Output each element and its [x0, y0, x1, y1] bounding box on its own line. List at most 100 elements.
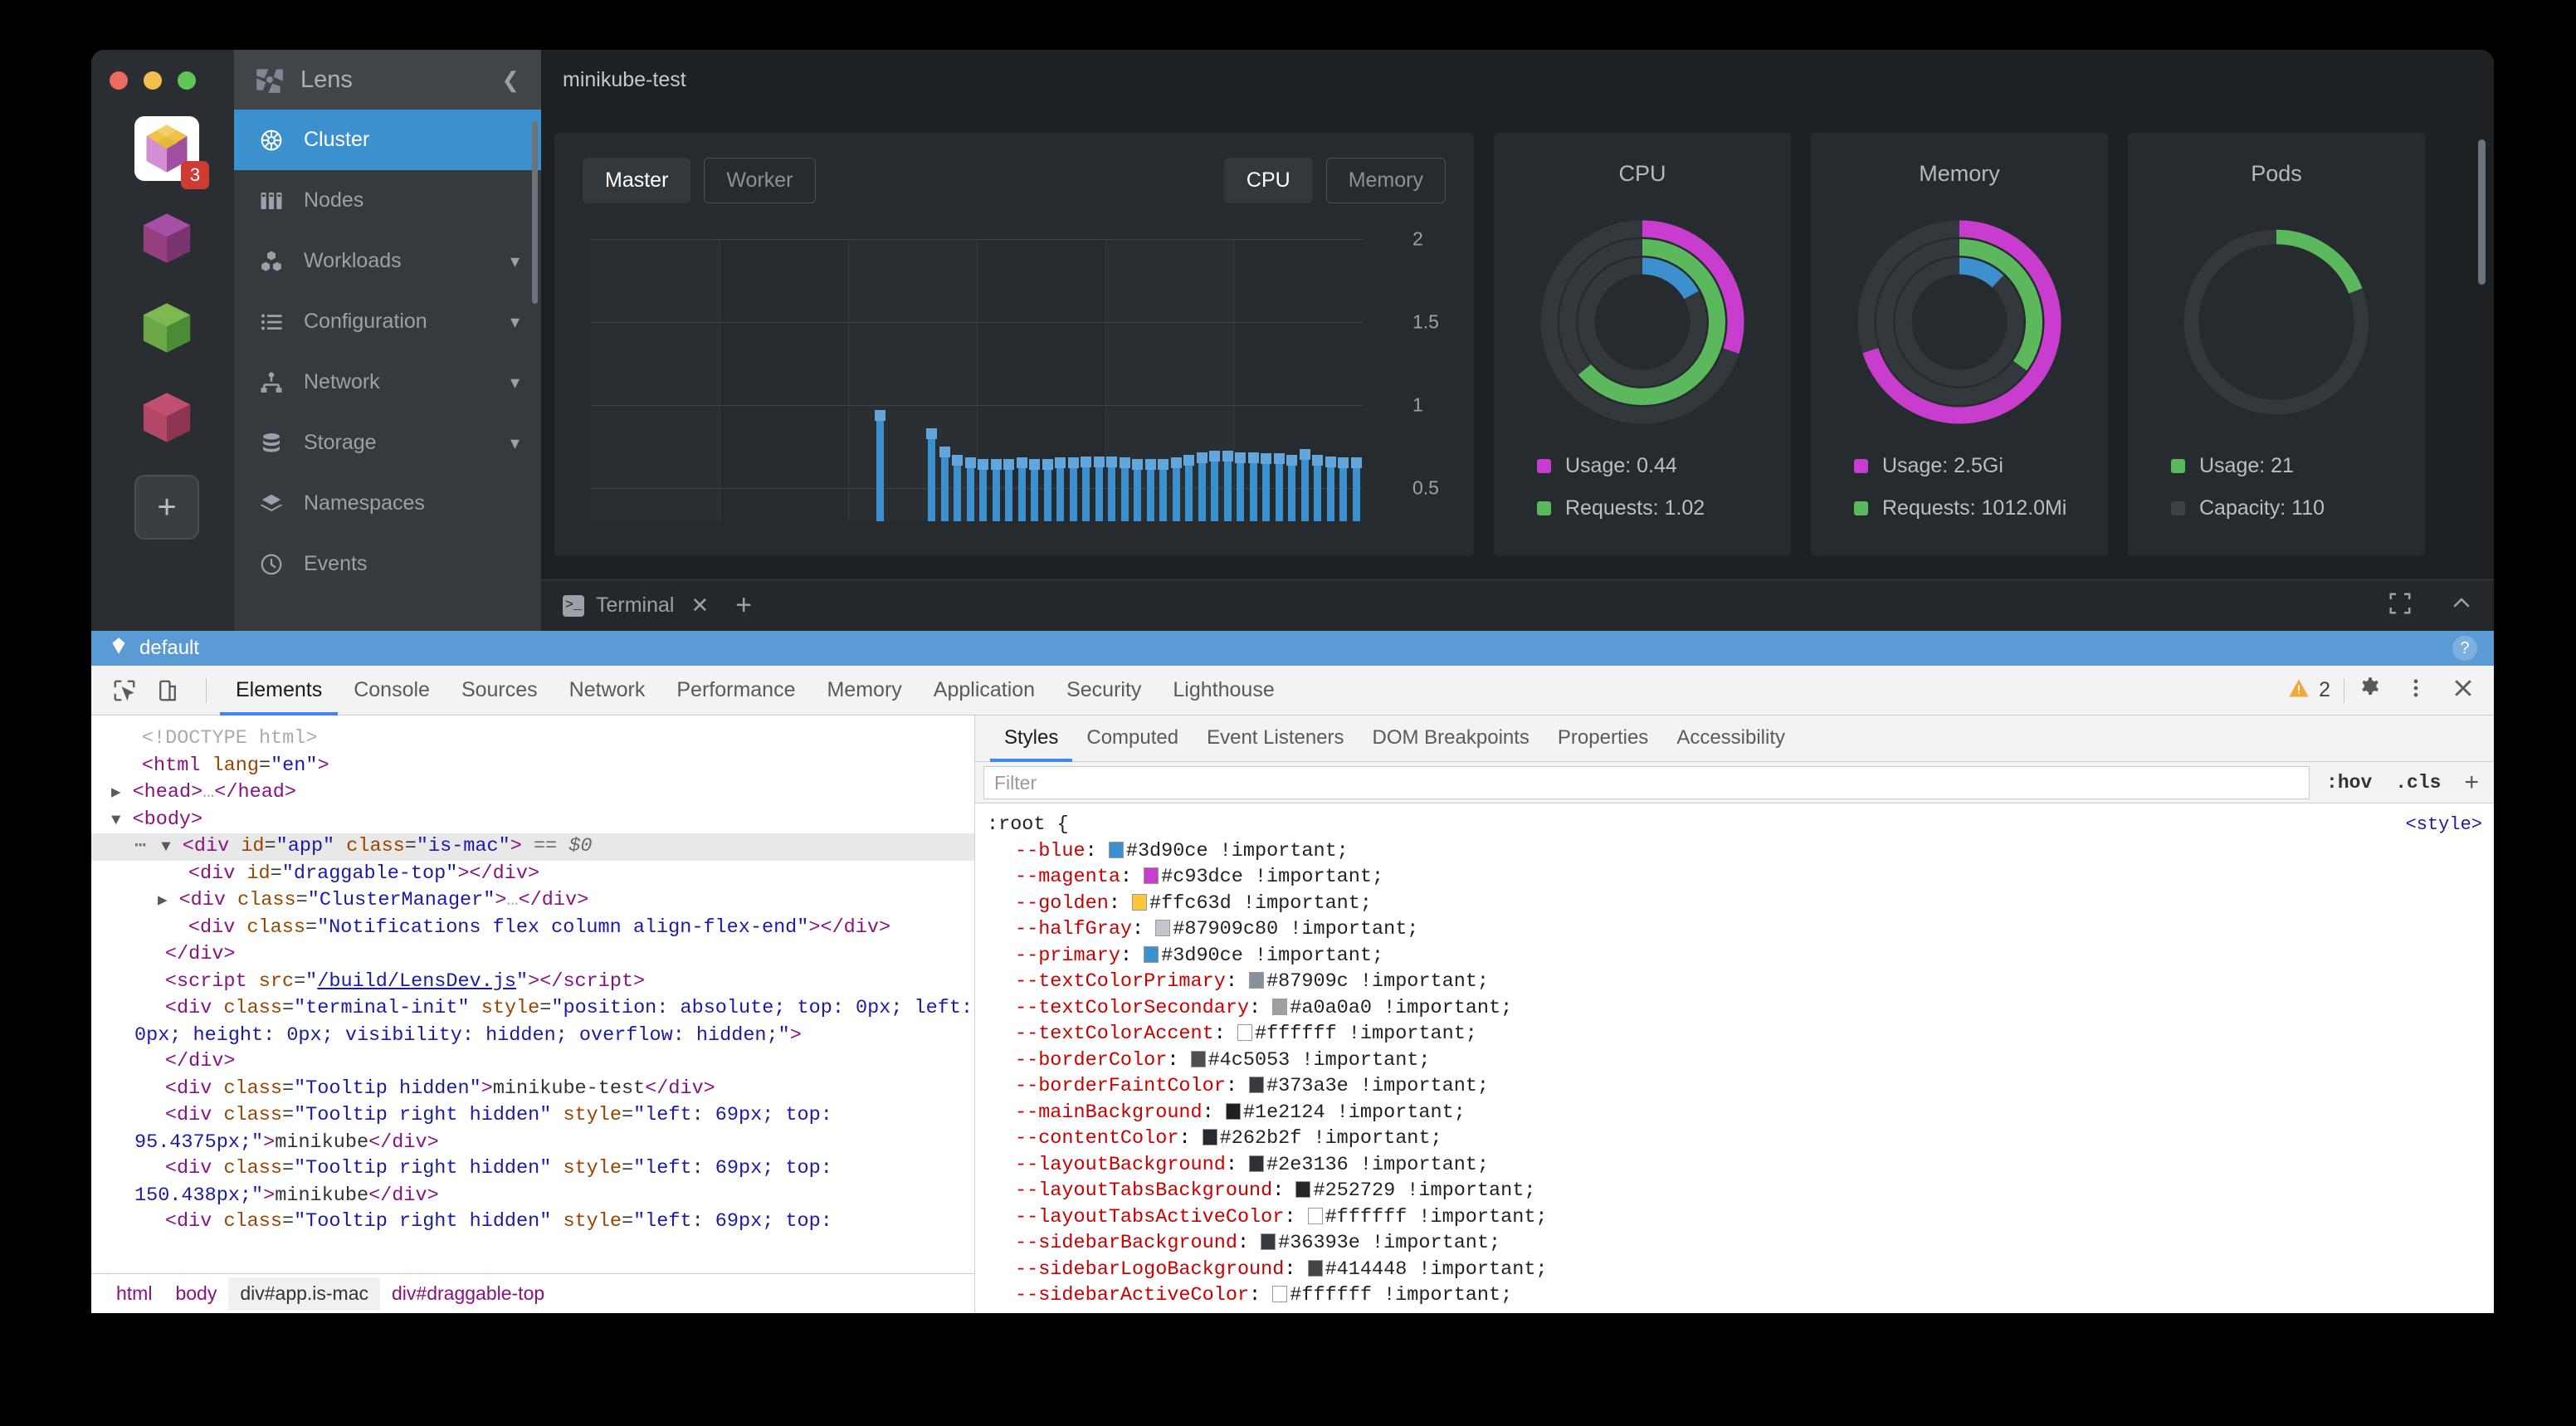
breadcrumb-item[interactable]: body [175, 1282, 217, 1304]
tab-dom-breakpoints[interactable]: DOM Breakpoints [1372, 725, 1530, 749]
dom-node-line[interactable]: ▼ <body> [111, 808, 203, 831]
help-icon[interactable]: ? [2452, 636, 2477, 661]
sidebar-item-nodes[interactable]: Nodes [234, 170, 541, 231]
chevron-down-icon[interactable]: ▾ [510, 250, 520, 271]
tab-properties[interactable]: Properties [1557, 725, 1649, 749]
cluster-rail-item-3[interactable] [134, 295, 199, 360]
more-vertical-icon[interactable] [2404, 676, 2427, 704]
tab-security[interactable]: Security [1066, 677, 1142, 701]
dom-node-line[interactable]: <html lang="en"> [141, 754, 329, 777]
sidebar-item-network[interactable]: Network ▾ [234, 352, 541, 413]
dom-node-line[interactable]: <div class="Tooltip hidden">minikube-tes… [164, 1077, 715, 1100]
styles-filter-input[interactable]: Filter [983, 765, 2310, 799]
style-declaration[interactable]: --mainBackground: #1e2124 !important; [1015, 1101, 1466, 1124]
tab-computed[interactable]: Computed [1086, 725, 1179, 749]
dom-node-line[interactable]: <div class="Tooltip right hidden" style=… [164, 1210, 832, 1233]
style-declaration[interactable]: --borderColor: #4c5053 !important; [1015, 1048, 1431, 1072]
dom-node-line[interactable]: <div class="terminal-init" style="positi… [134, 997, 973, 1047]
tab-elements[interactable]: Elements [220, 666, 338, 715]
terminal-tab[interactable]: >_ Terminal [563, 593, 674, 618]
sidebar-item-workloads[interactable]: Workloads ▾ [234, 231, 541, 291]
minimize-window-button[interactable] [144, 71, 162, 90]
style-declaration[interactable]: --borderFaintColor: #373a3e !important; [1015, 1075, 1490, 1097]
node-role-worker-button[interactable]: Worker [704, 158, 816, 203]
style-declaration[interactable]: --magenta: #c93dce !important; [1015, 866, 1384, 888]
node-role-master-button[interactable]: Master [583, 158, 691, 203]
dom-node-line[interactable]: ⋯ ▼ <div id="app" class="is-mac"> == $0 [91, 833, 974, 861]
tab-application[interactable]: Application [933, 677, 1036, 701]
dom-node-line[interactable]: <!DOCTYPE html> [141, 727, 318, 750]
chevron-up-icon[interactable] [2449, 591, 2474, 620]
style-declaration[interactable]: --layoutTabsBackground: #252729 !importa… [1015, 1179, 1536, 1202]
sidebar-item-storage[interactable]: Storage ▾ [234, 413, 541, 473]
cluster-avatar-icon[interactable] [134, 116, 199, 181]
style-declaration[interactable]: --sidebarLogoBackground: #414448 !import… [1015, 1258, 1548, 1281]
style-declaration[interactable]: --halfGray: #87909c80 !important; [1015, 918, 1419, 940]
tab-accessibility[interactable]: Accessibility [1676, 725, 1786, 749]
cluster-rail-item-4[interactable] [134, 385, 199, 450]
chevron-down-icon[interactable]: ▾ [510, 310, 520, 332]
breadcrumb-item[interactable]: html [116, 1282, 153, 1304]
dom-node-line[interactable]: ▶ <head>…</head> [111, 781, 297, 803]
sidebar-item-namespaces[interactable]: Namespaces [234, 473, 541, 534]
style-declaration[interactable]: --sidebarActiveColor: #ffffff !important… [1015, 1284, 1513, 1306]
style-declaration[interactable]: --golden: #ffc63d !important; [1015, 891, 1372, 915]
dom-node-line[interactable]: </div> [164, 1050, 236, 1072]
dom-node-line[interactable]: </div> [164, 943, 236, 965]
sidebar-scrollbar[interactable] [532, 121, 538, 304]
cluster-avatar-icon[interactable] [134, 295, 199, 360]
element-classes-button[interactable]: .cls [2395, 771, 2442, 794]
style-declaration[interactable]: --textColorPrimary: #87909c !important; [1015, 970, 1490, 993]
new-style-rule-button[interactable]: + [2464, 768, 2479, 796]
cluster-rail-item-1[interactable]: 3 [134, 116, 209, 189]
sidebar-item-cluster[interactable]: Cluster [234, 110, 541, 170]
style-declaration[interactable]: --primary: #3d90ce !important; [1015, 944, 1384, 967]
add-cluster-button[interactable]: + [134, 475, 199, 540]
chevron-left-icon[interactable]: ❮ [501, 66, 520, 92]
inspect-element-icon[interactable] [106, 672, 143, 709]
style-source-link[interactable]: <style> [2405, 814, 2482, 835]
breadcrumb-item[interactable]: div#app.is-mac [228, 1277, 381, 1310]
tab-sources[interactable]: Sources [461, 677, 538, 701]
style-declaration[interactable]: --contentColor: #262b2f !important; [1015, 1127, 1442, 1150]
metric-memory-button[interactable]: Memory [1325, 158, 1446, 203]
cluster-rail-item-2[interactable] [134, 206, 199, 271]
cluster-avatar-icon[interactable] [134, 206, 199, 271]
dom-node-line[interactable]: <div class="Notifications flex column al… [188, 916, 891, 939]
close-window-button[interactable] [110, 71, 128, 90]
tab-console[interactable]: Console [354, 677, 430, 701]
style-declaration[interactable]: --textColorSecondary: #a0a0a0 !important… [1015, 996, 1513, 1019]
tab-event-listeners[interactable]: Event Listeners [1207, 725, 1344, 749]
main-scrollbar[interactable] [2478, 139, 2486, 285]
tab-lighthouse[interactable]: Lighthouse [1173, 677, 1275, 701]
gear-icon[interactable] [2358, 676, 2383, 705]
sidebar-item-events[interactable]: Events [234, 534, 541, 594]
dom-node-line[interactable]: <script src="/build/LensDev.js"></script… [164, 969, 646, 993]
breadcrumb-item[interactable]: div#draggable-top [392, 1282, 545, 1304]
dom-node-line[interactable]: ▶ <div class="ClusterManager">…</div> [158, 889, 589, 911]
chevron-down-icon[interactable]: ▾ [510, 371, 520, 393]
cluster-avatar-icon[interactable] [134, 385, 199, 450]
hover-state-button[interactable]: :hov [2326, 771, 2373, 794]
chevron-down-icon[interactable]: ▾ [510, 432, 520, 453]
dom-tree[interactable]: <!DOCTYPE html> <html lang="en"> ▶ <head>… [91, 715, 974, 1236]
fullscreen-icon[interactable] [2388, 591, 2413, 620]
style-declaration[interactable]: --blue: #3d90ce !important; [1015, 839, 1349, 862]
tab-network[interactable]: Network [568, 677, 646, 701]
style-declaration[interactable]: --textColorAccent: #ffffff !important; [1015, 1023, 1477, 1045]
tab-memory[interactable]: Memory [827, 677, 902, 701]
dom-node-line[interactable]: <div class="Tooltip right hidden" style=… [134, 1104, 844, 1154]
tab-styles[interactable]: Styles [990, 715, 1072, 762]
maximize-window-button[interactable] [178, 71, 196, 90]
style-rule-selector[interactable]: :root { [987, 813, 1069, 836]
metric-cpu-button[interactable]: CPU [1223, 158, 1313, 203]
plus-icon[interactable]: + [735, 589, 753, 621]
style-declaration[interactable]: --sidebarBackground: #36393e !important; [1015, 1232, 1501, 1254]
style-declaration[interactable]: --layoutBackground: #2e3136 !important; [1015, 1153, 1490, 1176]
sidebar-item-configuration[interactable]: Configuration ▾ [234, 291, 541, 352]
dom-node-line[interactable]: <div id="draggable-top"></div> [188, 862, 540, 885]
dom-node-line[interactable]: <div class="Tooltip right hidden" style=… [134, 1157, 844, 1207]
close-icon[interactable]: ✕ [690, 593, 710, 618]
close-icon[interactable] [2451, 676, 2476, 705]
style-declaration[interactable]: --layoutTabsActiveColor: #ffffff !import… [1015, 1205, 1548, 1228]
